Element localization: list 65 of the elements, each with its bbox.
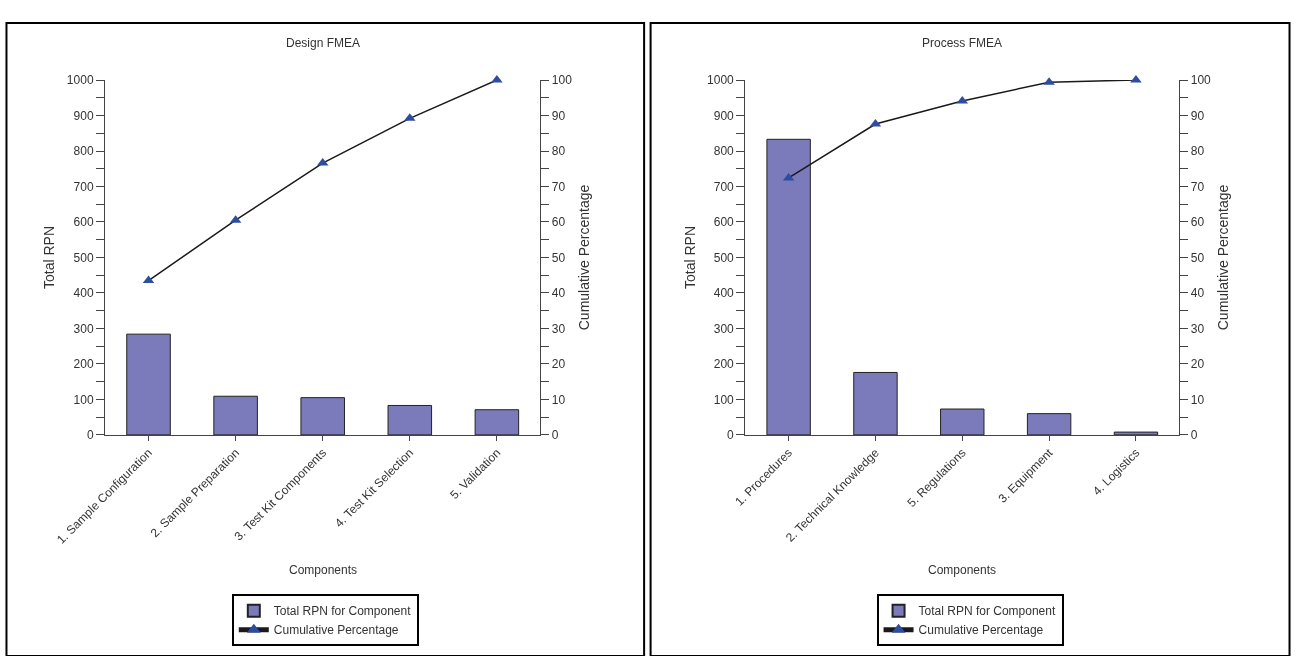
bar	[474, 409, 520, 435]
y2-tick-label: 20	[1190, 357, 1205, 372]
legend-label: Cumulative Percentage	[918, 623, 1044, 638]
y-tick-label: 0	[86, 428, 94, 443]
y-tick-label: 0	[727, 428, 735, 443]
y2-tick-label: 60	[551, 215, 566, 230]
y-tick-label: 700	[73, 179, 94, 194]
y2-tick-label: 10	[1190, 392, 1205, 407]
y-tick-label: 500	[713, 250, 735, 265]
bar	[940, 408, 985, 435]
y2-tick-label: 0	[1190, 428, 1198, 443]
y-tick-label: 600	[713, 215, 735, 230]
chart-title: Design FMEA	[286, 36, 361, 50]
y-tick-label: 200	[713, 357, 735, 372]
y2-tick-label: 10	[551, 392, 566, 407]
y2-tick-label: 70	[551, 179, 566, 194]
y-axis-title: Total RPN	[41, 225, 58, 289]
y2-tick-label: 100	[551, 73, 573, 88]
y2-tick-label: 80	[551, 144, 566, 159]
y-tick-label: 500	[73, 250, 94, 265]
y-tick-label: 600	[73, 215, 94, 230]
x-axis-title: Components	[928, 563, 997, 577]
bar	[300, 397, 345, 435]
bar	[1026, 413, 1072, 435]
y2-tick-label: 50	[1190, 250, 1205, 265]
y2-axis-title: Cumulative Percentage	[1215, 184, 1232, 331]
y-tick-label: 900	[713, 108, 735, 123]
y-tick-label: 700	[713, 179, 735, 194]
y-tick-label: 800	[73, 144, 94, 159]
y-axis-title: Total RPN	[681, 225, 698, 289]
y-tick-label: 1000	[707, 73, 735, 88]
legend-label: Cumulative Percentage	[273, 623, 399, 638]
bar	[853, 371, 898, 435]
bar	[1113, 431, 1159, 435]
y-tick-label: 400	[73, 286, 94, 301]
y-tick-label: 100	[713, 392, 735, 407]
y-tick-label: 300	[73, 321, 94, 336]
y2-tick-label: 100	[1190, 73, 1212, 88]
y2-tick-label: 40	[1190, 286, 1205, 301]
bar	[213, 395, 258, 435]
y2-tick-label: 30	[1190, 321, 1205, 336]
y-tick-label: 1000	[66, 73, 94, 88]
y2-tick-label: 60	[1190, 215, 1205, 230]
x-axis-title: Components	[289, 563, 358, 577]
y-tick-label: 400	[713, 286, 735, 301]
y2-tick-label: 70	[1190, 179, 1205, 194]
y2-tick-label: 90	[551, 108, 566, 123]
y-tick-label: 300	[713, 321, 735, 336]
chart-title: Process FMEA	[922, 36, 1003, 50]
y-tick-label: 200	[73, 357, 94, 372]
bar	[126, 333, 171, 435]
y2-tick-label: 50	[551, 250, 566, 265]
y2-tick-label: 40	[551, 286, 566, 301]
y-tick-label: 900	[73, 108, 94, 123]
legend-label: Total RPN for Component	[918, 604, 1056, 619]
y2-tick-label: 90	[1190, 108, 1205, 123]
y-tick-label: 800	[713, 144, 735, 159]
legend-label: Total RPN for Component	[273, 604, 412, 619]
y2-tick-label: 30	[551, 321, 566, 336]
y2-tick-label: 20	[551, 357, 566, 372]
y2-tick-label: 80	[1190, 144, 1205, 159]
y2-tick-label: 0	[551, 428, 559, 443]
y-tick-label: 100	[73, 392, 94, 407]
y2-axis-title: Cumulative Percentage	[576, 184, 593, 331]
bar	[387, 404, 433, 435]
